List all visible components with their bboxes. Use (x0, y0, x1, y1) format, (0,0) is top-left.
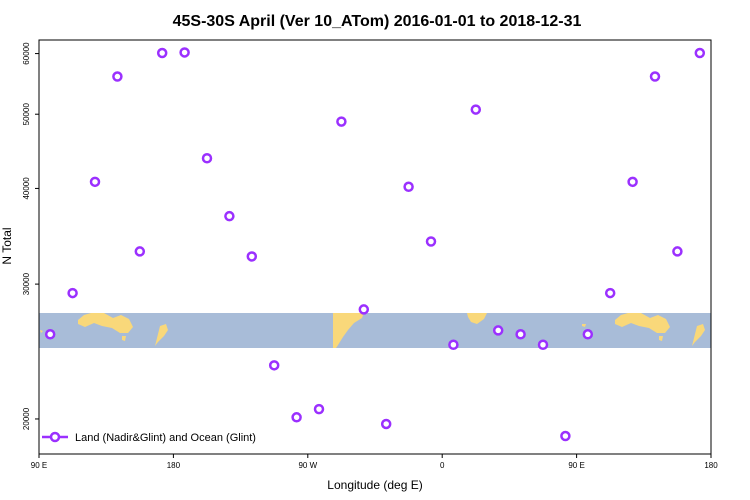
data-point (336, 116, 347, 127)
legend-marker (49, 431, 61, 443)
y-tick-label: 40000 (22, 177, 31, 200)
x-tick-label: 90 W (298, 461, 317, 470)
data-point (425, 236, 437, 247)
data-point (537, 339, 549, 350)
data-point (604, 287, 616, 299)
land-shape (78, 313, 133, 333)
data-point (224, 210, 235, 222)
map-ocean (39, 313, 711, 348)
data-point (515, 329, 526, 340)
map-land (40, 313, 705, 348)
x-axis-label: Longitude (deg E) (327, 478, 422, 492)
y-tick-label: 50000 (22, 103, 31, 126)
data-point (291, 412, 302, 423)
data-point (44, 329, 56, 340)
data-point (201, 152, 213, 164)
data-point (179, 47, 190, 58)
y-tick-label: 20000 (22, 407, 31, 430)
legend-label: Land (Nadir&Glint) and Ocean (Glint) (75, 432, 256, 444)
data-point (627, 176, 638, 188)
x-tick-label: 180 (167, 461, 181, 470)
y-tick-label: 60000 (22, 42, 31, 65)
data-point (582, 329, 594, 340)
x-axis: 90 E 180 90 W 0 90 E 180 (31, 454, 718, 470)
data-point (313, 403, 325, 415)
land-shape (582, 324, 586, 327)
legend: Land (Nadir&Glint) and Ocean (Glint) (42, 431, 256, 444)
data-point (560, 430, 571, 442)
map-strip (39, 313, 711, 348)
data-point (694, 47, 706, 59)
data-point (470, 104, 482, 115)
data-point (448, 339, 459, 350)
land-shape (467, 313, 487, 324)
land-shape (692, 324, 705, 346)
x-tick-label: 90 E (31, 461, 47, 470)
land-shape (615, 313, 670, 333)
y-axis: 20000 30000 40000 50000 60000 (22, 42, 39, 430)
land-shape (40, 330, 43, 333)
y-tick-label: 30000 (22, 272, 31, 295)
x-tick-label: 180 (704, 461, 718, 470)
data-point (403, 181, 414, 193)
land-shape (333, 313, 364, 348)
data-point (649, 71, 661, 82)
data-point (358, 304, 370, 315)
land-shape (659, 336, 663, 341)
data-point (492, 325, 504, 336)
plot-frame (38, 39, 712, 455)
data-point (67, 287, 78, 299)
data-point (134, 246, 146, 257)
chart-title: 45S-30S April (Ver 10_ATom) 2016-01-01 t… (173, 13, 582, 30)
data-point (380, 418, 392, 430)
y-axis-label: N Total (0, 227, 14, 264)
data-point (268, 360, 280, 371)
data-points (44, 47, 706, 442)
x-tick-label: 0 (440, 461, 445, 470)
land-shape (122, 336, 126, 341)
data-point (89, 176, 101, 188)
data-point (246, 251, 258, 262)
data-point (156, 47, 168, 59)
x-tick-label: 90 E (568, 461, 584, 470)
data-point (112, 71, 123, 82)
data-point (672, 246, 683, 257)
land-shape (155, 324, 168, 346)
